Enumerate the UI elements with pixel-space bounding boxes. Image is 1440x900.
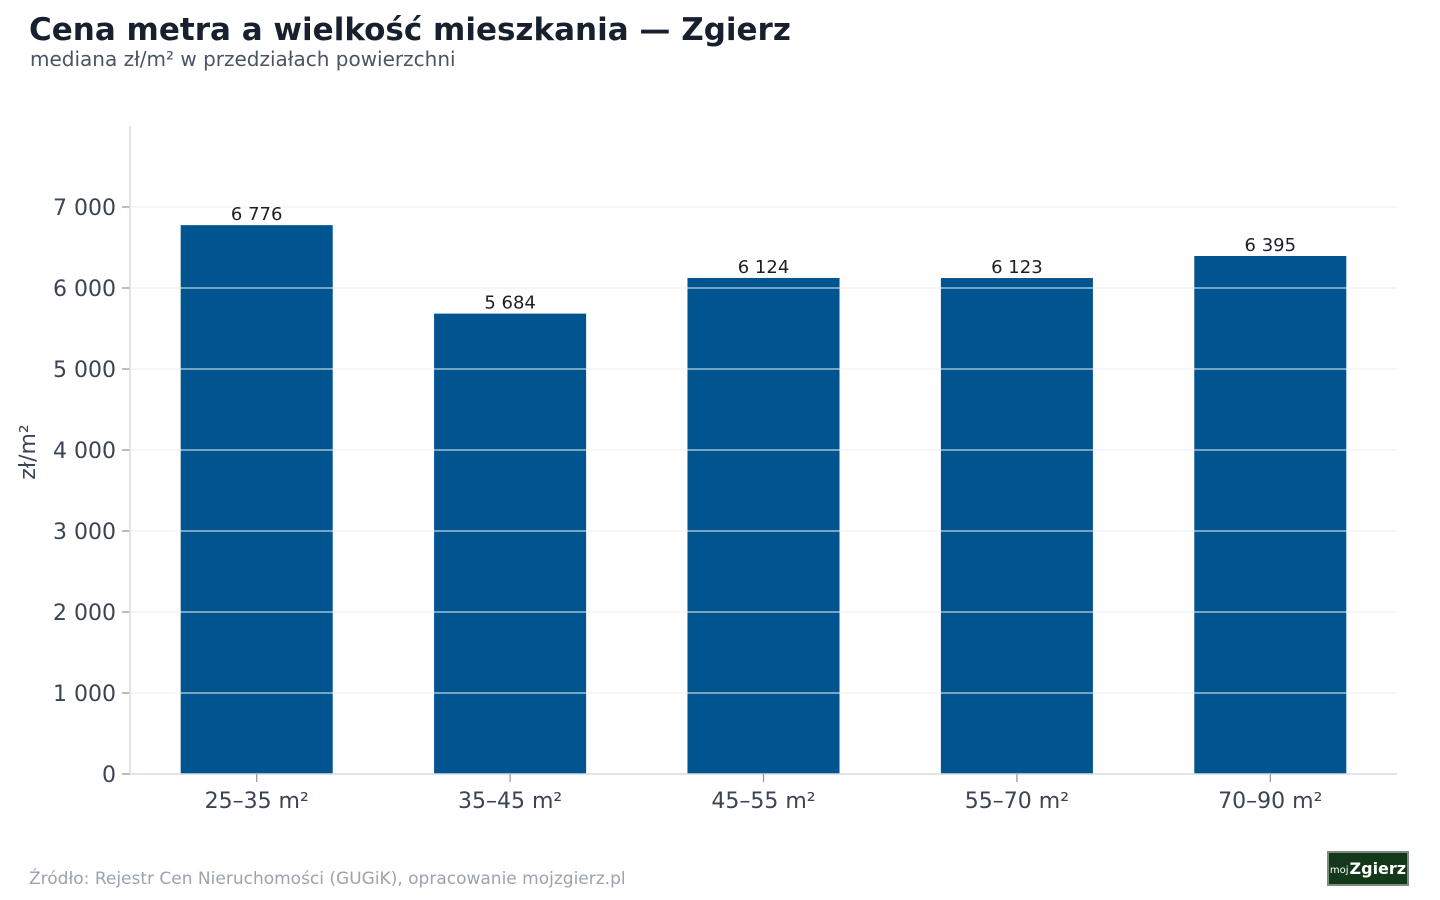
- bar: [940, 278, 1093, 774]
- bar-value-label: 6 395: [1245, 235, 1297, 256]
- chart-subtitle: mediana zł/m² w przedziałach powierzchni: [30, 47, 456, 71]
- y-tick-label: 3 000: [53, 520, 116, 545]
- x-tick-label: 25–35 m²: [205, 789, 309, 814]
- bar: [434, 313, 587, 774]
- y-tick-label: 1 000: [53, 682, 116, 707]
- y-tick-label: 5 000: [53, 358, 116, 383]
- bar-value-label: 5 684: [484, 293, 536, 314]
- logo-prefix: moj: [1329, 864, 1349, 876]
- grid-lines-over-bars: [130, 206, 1397, 694]
- bar: [687, 277, 840, 774]
- y-tick-label: 0: [102, 763, 116, 788]
- y-tick-label: 6 000: [53, 277, 116, 302]
- x-tick-label: 70–90 m²: [1218, 789, 1322, 814]
- y-axis-title: zł/m²: [16, 424, 41, 479]
- chart-title: Cena metra a wielkość mieszkania — Zgier…: [29, 12, 791, 48]
- y-tick-label: 4 000: [53, 439, 116, 464]
- axes: 0 1 000 2 000 3 000 4 000 5 000 6 000 7 000 25–3…: [53, 126, 1397, 814]
- y-tick-label: 7 000: [53, 196, 116, 221]
- bars: [180, 225, 1347, 775]
- x-tick-label: 45–55 m²: [711, 789, 815, 814]
- bar-value-label: 6 124: [738, 257, 790, 278]
- data-labels: 6 776 5 684 6 124 6 123 6 395: [231, 204, 1296, 313]
- logo-main: Zgierz: [1349, 859, 1407, 878]
- bar-value-label: 6 776: [231, 204, 283, 225]
- bar-value-label: 6 123: [991, 257, 1043, 278]
- source-note: Źródło: Rejestr Cen Nieruchomości (GUGiK…: [29, 869, 626, 889]
- x-tick-label: 55–70 m²: [965, 789, 1069, 814]
- bar: [1194, 256, 1347, 774]
- bar: [180, 225, 333, 775]
- y-tick-label: 2 000: [53, 601, 116, 626]
- brand-logo: moj Zgierz: [1327, 851, 1409, 886]
- x-tick-label: 35–45 m²: [458, 789, 562, 814]
